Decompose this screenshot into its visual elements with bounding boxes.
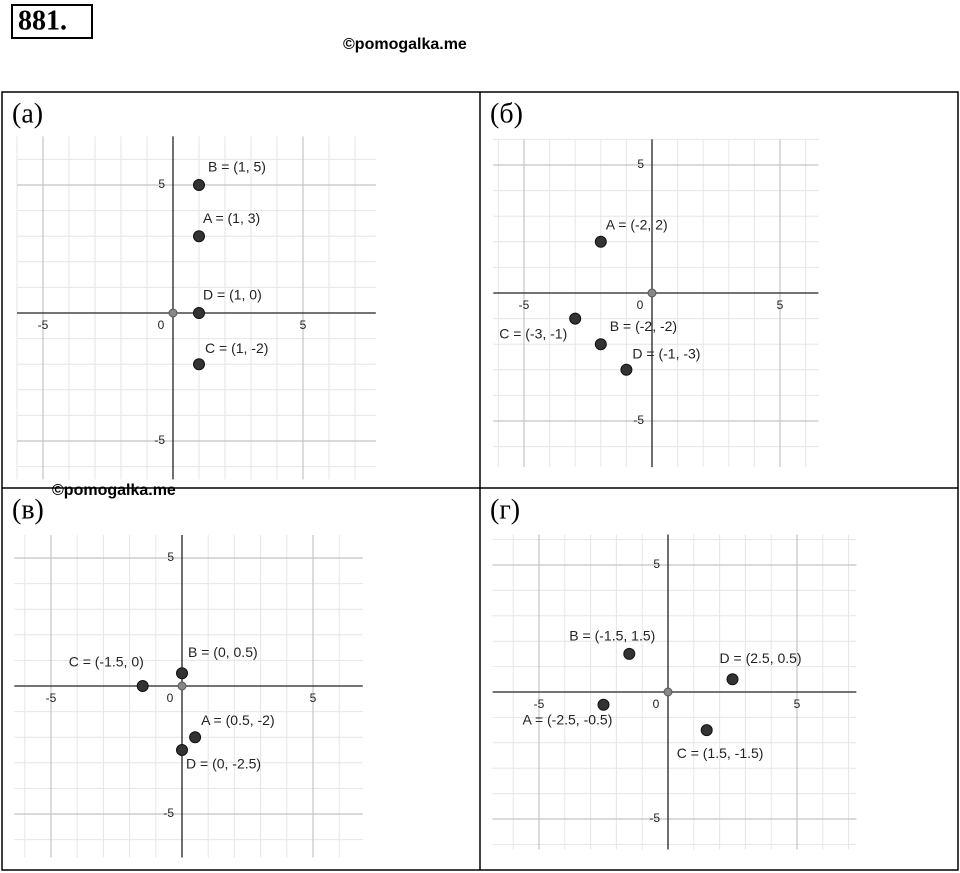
x-tick-label: -5 <box>534 697 545 711</box>
point <box>176 667 188 680</box>
point <box>726 673 739 686</box>
x-tick-label: -5 <box>519 298 530 312</box>
origin <box>168 308 178 318</box>
y-tick-label: 5 <box>158 177 165 191</box>
point <box>594 235 607 248</box>
point <box>569 312 582 325</box>
point-label: C = (1.5, -1.5) <box>677 745 764 761</box>
point-label: C = (-3, -1) <box>499 325 567 341</box>
x-tick-label: 5 <box>794 697 801 711</box>
panel-label: (в) <box>12 494 44 525</box>
point <box>189 731 202 744</box>
plot: (в) -5 0 5 -5 5 A = (0.5, -2) B = (0, 0.5) C = (… <box>12 494 363 858</box>
x-tick-label: 0 <box>637 298 644 312</box>
x-tick-label: -5 <box>46 691 57 705</box>
point-label: A = (1, 3) <box>203 210 260 226</box>
y-tick-label: -5 <box>633 413 644 427</box>
point-label: B = (0, 0.5) <box>188 644 258 660</box>
panel-label: (а) <box>12 98 43 129</box>
point-label: C = (1, -2) <box>205 340 268 356</box>
point <box>176 744 188 756</box>
point <box>700 724 713 737</box>
x-tick-label: 5 <box>300 318 307 332</box>
point <box>193 230 205 243</box>
problem-number: 881. <box>18 5 67 36</box>
watermark: ©pomogalka.me <box>343 36 467 53</box>
point <box>136 680 149 692</box>
point <box>193 358 205 371</box>
point-label: D = (1, 0) <box>203 287 262 303</box>
y-tick-label: -5 <box>649 811 660 825</box>
x-tick-label: 0 <box>167 691 174 705</box>
watermark: ©pomogalka.me <box>52 482 176 499</box>
x-tick-label: 0 <box>158 318 165 332</box>
point <box>594 338 607 351</box>
point-label: D = (0, -2.5) <box>186 756 261 772</box>
origin <box>177 681 187 691</box>
panel-label: (б) <box>490 98 523 129</box>
point <box>193 307 205 319</box>
point-label: A = (-2.5, -0.5) <box>523 711 613 727</box>
point-label: B = (-1.5, 1.5) <box>569 628 655 644</box>
point <box>597 698 610 711</box>
point-label: A = (0.5, -2) <box>201 712 275 728</box>
point-label: B = (-2, -2) <box>610 318 677 334</box>
point-label: A = (-2, 2) <box>606 217 668 233</box>
y-tick-label: 5 <box>637 157 644 171</box>
point <box>193 179 205 191</box>
y-tick-label: -5 <box>163 806 174 820</box>
x-tick-label: 0 <box>653 697 660 711</box>
point-label: D = (-1, -3) <box>632 346 700 362</box>
x-tick-label: -5 <box>38 318 49 332</box>
point-label: B = (1, 5) <box>208 159 266 175</box>
plot: (а) -5 0 5 -5 5 A = (1, 3) B = (1, 5) C = (1, -2… <box>12 98 376 480</box>
point <box>623 647 636 660</box>
point-label: C = (-1.5, 0) <box>69 654 144 670</box>
panels: (а) -5 0 5 -5 5 A = (1, 3) B = (1, 5) C = (1, -2… <box>12 98 857 858</box>
y-tick-label: 5 <box>167 550 174 564</box>
point-label: D = (2.5, 0.5) <box>720 650 802 666</box>
plot: (б) -5 0 5 -5 5 A = (-2, 2) B = (-2, -2) C = (-3… <box>490 98 819 468</box>
panel-label: (г) <box>490 494 520 525</box>
origin <box>663 687 673 697</box>
x-tick-label: 5 <box>777 298 784 312</box>
number-box <box>11 4 93 39</box>
y-tick-label: 5 <box>653 557 660 571</box>
point <box>620 363 633 376</box>
x-tick-label: 5 <box>310 691 317 705</box>
plot: (г) -5 0 5 -5 5 A = (-2.5, -0.5) B = (-1.5, 1.5… <box>490 494 857 850</box>
y-tick-label: -5 <box>154 433 165 447</box>
origin <box>647 288 657 298</box>
